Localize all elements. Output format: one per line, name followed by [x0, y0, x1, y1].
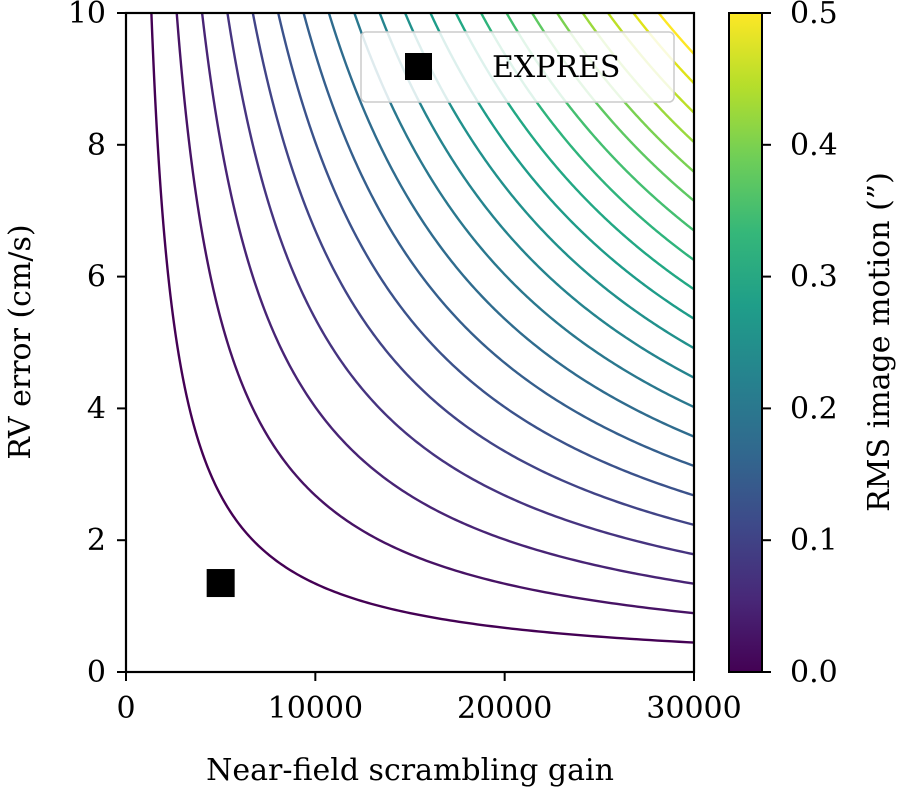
data-markers: [206, 569, 235, 598]
series-line-4: [251, 13, 694, 527]
colorbar-ticks: 0.0 0.1 0.2 0.3 0.4 0.5: [762, 0, 838, 690]
colorbar-gradient: [729, 13, 762, 672]
y-tick-label: 6: [87, 260, 106, 295]
y-tick-label: 10: [68, 0, 106, 31]
series-line-0: [150, 13, 694, 644]
colorbar-tick-label: 0.3: [790, 260, 838, 295]
colorbar-tick-label: 0.2: [790, 391, 838, 426]
series-line-12: [454, 13, 694, 291]
series-line-20: [657, 13, 694, 55]
x-tick-label: 20000: [457, 691, 552, 726]
colorbar-tick-label: 0.0: [790, 655, 838, 690]
series-line-6: [302, 13, 694, 468]
series-line-2: [200, 13, 694, 585]
y-axis-label: RV error (cm/s): [3, 224, 38, 459]
legend: EXPRES: [360, 31, 675, 103]
expres-marker: [206, 569, 235, 598]
colorbar-tick-label: 0.1: [790, 523, 838, 558]
y-tick-label: 0: [87, 655, 106, 690]
series-line-1: [175, 13, 694, 615]
y-tick-label: 2: [87, 523, 106, 558]
colorbar-label: RMS image motion (”): [862, 172, 897, 512]
legend-label-expres: EXPRES: [492, 50, 620, 85]
x-tick-label: 0: [116, 691, 135, 726]
x-tick-label: 30000: [646, 691, 741, 726]
series-line-5: [276, 13, 694, 497]
y-axis: 0 2 4 6 8 10: [68, 0, 126, 690]
x-tick-label: 10000: [268, 691, 363, 726]
series-line-13: [479, 13, 694, 261]
legend-square-icon: [405, 53, 432, 80]
colorbar-frame: [728, 12, 763, 673]
colorbar: 0.0 0.1 0.2 0.3 0.4 0.5 RMS image motion (”): [728, 0, 897, 690]
y-tick-label: 4: [87, 391, 106, 426]
x-axis-label: Near-field scrambling gain: [206, 753, 614, 788]
x-axis: 0 10000 20000 30000: [116, 672, 742, 726]
series-line-7: [327, 13, 694, 438]
colorbar-tick-label: 0.4: [790, 128, 838, 163]
series-line-14: [505, 13, 694, 232]
plot-frame: [124, 11, 696, 674]
colorbar-tick-label: 0.5: [790, 0, 838, 31]
series-line-11: [429, 13, 694, 320]
y-tick-label: 8: [87, 128, 106, 163]
legend-box: [360, 31, 675, 103]
series-line-3: [226, 13, 694, 556]
